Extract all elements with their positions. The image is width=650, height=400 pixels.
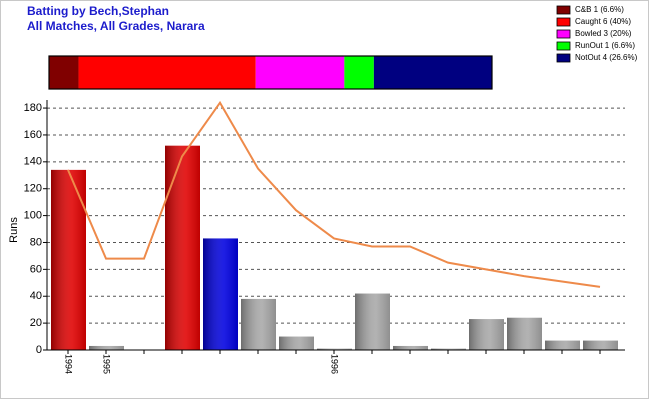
x-tick-label: 1994 — [64, 354, 74, 374]
bar-shade — [393, 345, 428, 350]
stack-segment — [78, 56, 256, 89]
y-tick-label: 40 — [30, 290, 42, 302]
bar-shade — [165, 145, 200, 350]
legend-swatch — [556, 41, 571, 51]
legend-swatch — [556, 29, 571, 39]
bar-shade — [203, 238, 238, 350]
x-tick-label: 1996 — [330, 354, 340, 374]
bar-shade — [507, 317, 542, 350]
bar-shade — [279, 336, 314, 350]
legend-label: NotOut 4 (26.6%) — [575, 53, 638, 62]
bar-shade — [583, 340, 618, 350]
legend-swatch — [556, 17, 571, 27]
bar-shade — [51, 169, 86, 350]
stack-segment — [49, 56, 79, 89]
y-tick-label: 60 — [30, 263, 42, 275]
stack-segment — [255, 56, 345, 89]
stack-segment — [344, 56, 374, 89]
chart-title: Batting by Bech,Stephan — [27, 4, 169, 18]
y-tick-label: 160 — [24, 129, 42, 141]
y-tick-label: 80 — [30, 236, 42, 248]
bar-shade — [241, 298, 276, 350]
y-tick-label: 20 — [30, 317, 42, 329]
y-tick-label: 120 — [24, 183, 42, 195]
bar-shade — [469, 319, 504, 350]
bar-shade — [355, 293, 390, 350]
y-tick-label: 180 — [24, 102, 42, 114]
chart-subtitle: All Matches, All Grades, Narara — [27, 19, 205, 33]
y-axis-label: Runs — [8, 217, 20, 243]
bar-shade — [89, 345, 124, 350]
bar-shade — [431, 348, 466, 350]
bar-shade — [545, 340, 580, 350]
y-tick-label: 0 — [36, 344, 42, 356]
stack-segment — [373, 56, 492, 89]
legend-label: RunOut 1 (6.6%) — [575, 41, 635, 50]
legend-label: Caught 6 (40%) — [575, 17, 631, 26]
y-tick-label: 100 — [24, 209, 42, 221]
legend-label: Bowled 3 (20%) — [575, 29, 632, 38]
bar-shade — [317, 348, 352, 350]
x-tick-label: 1995 — [102, 354, 112, 374]
legend-label: C&B 1 (6.6%) — [575, 5, 624, 14]
stack-border — [48, 55, 493, 90]
legend-swatch — [556, 5, 571, 15]
average-line — [67, 100, 601, 288]
y-tick-label: 140 — [24, 156, 42, 168]
legend-swatch — [556, 53, 571, 63]
